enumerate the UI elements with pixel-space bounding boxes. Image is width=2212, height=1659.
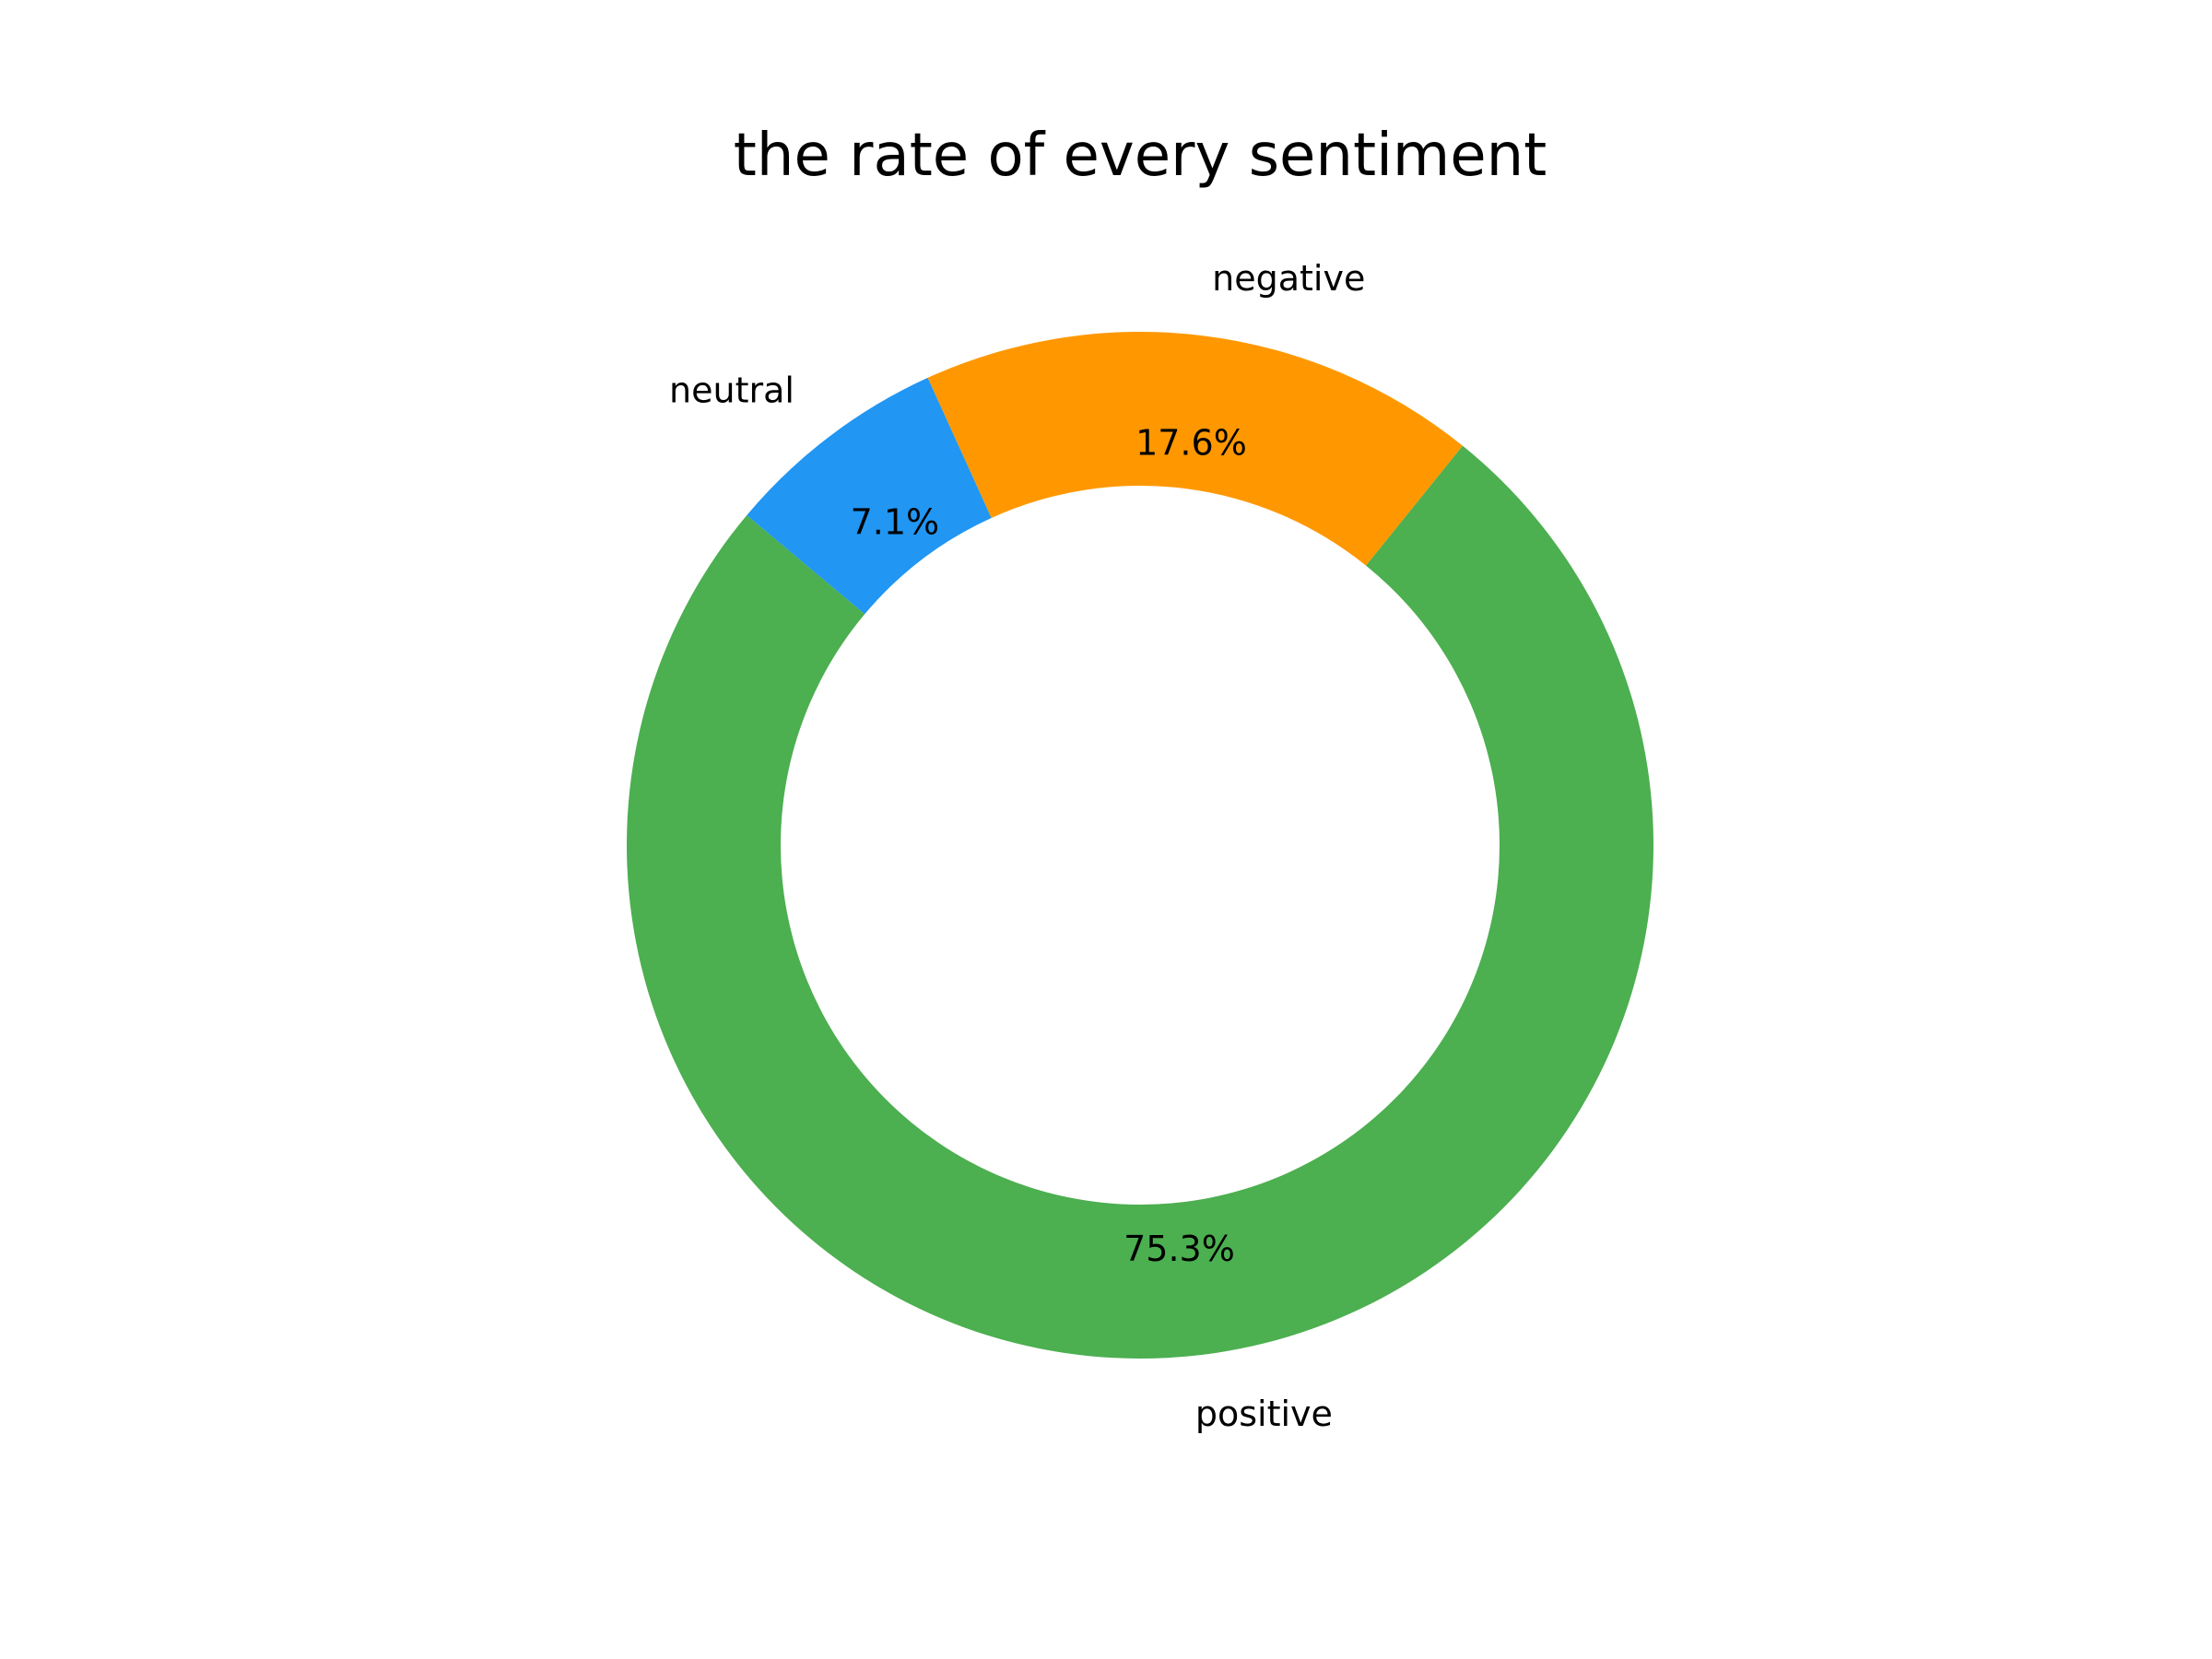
labels-layer: positive 75.3% negative 17.6% neutral 7.1% <box>669 258 1365 1434</box>
pct-label-positive: 75.3% <box>1124 1229 1235 1269</box>
slice-positive <box>627 445 1654 1359</box>
chart-title: the rate of every sentiment <box>734 122 1547 190</box>
pct-label-negative: 17.6% <box>1135 423 1247 464</box>
slice-label-neutral: neutral <box>669 370 794 410</box>
slice-neutral <box>747 377 992 615</box>
slice-negative <box>927 331 1463 566</box>
slices-layer <box>627 331 1654 1359</box>
slice-label-positive: positive <box>1195 1394 1333 1434</box>
slice-label-negative: negative <box>1212 258 1365 299</box>
pct-label-neutral: 7.1% <box>851 502 940 543</box>
